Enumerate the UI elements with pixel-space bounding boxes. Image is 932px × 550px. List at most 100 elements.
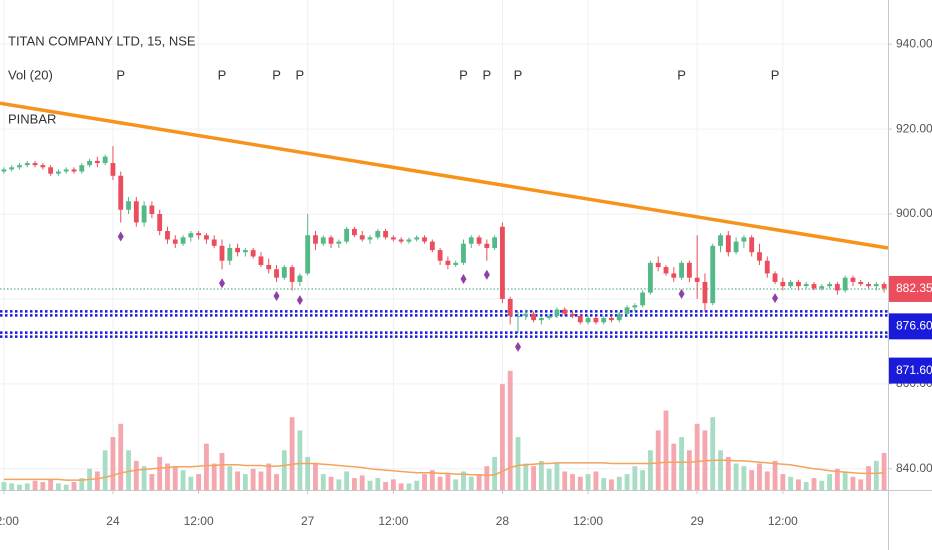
volume-bar <box>570 474 575 490</box>
candle-body <box>554 309 560 316</box>
volume-bar <box>141 466 147 490</box>
candle-body <box>515 315 521 317</box>
volume-legend: Vol (20) <box>8 67 53 82</box>
candle-body <box>562 309 568 314</box>
volume-bar <box>546 468 552 490</box>
volume-bar <box>624 474 630 490</box>
candle-body <box>531 313 536 321</box>
x-tick-label: 12:00 <box>573 514 603 528</box>
candle-body <box>671 273 677 278</box>
volume-bar <box>803 482 809 490</box>
candle-body <box>718 235 723 246</box>
volume-bar <box>344 471 350 490</box>
x-tick-label: 12:00 <box>378 514 408 528</box>
candle-body <box>585 318 591 323</box>
volume-bar <box>17 484 22 490</box>
volume-bar <box>827 474 832 490</box>
candle-body <box>414 237 420 240</box>
volume-bar <box>219 452 225 490</box>
volume-bar <box>352 478 357 490</box>
candle-body <box>204 235 209 240</box>
candle-body <box>858 281 864 285</box>
candle-body <box>827 284 832 287</box>
volume-bar <box>336 479 342 490</box>
volume-bar <box>102 450 108 490</box>
candle-body <box>694 277 700 282</box>
candle-body <box>211 239 217 246</box>
volume-bar <box>196 474 202 490</box>
volume-bar <box>834 468 840 490</box>
candle-body <box>780 281 786 287</box>
y-tick-label: 920.00 <box>896 121 932 135</box>
chart-title: TITAN COMPANY LTD, 15, NSE <box>8 33 196 48</box>
volume-bar <box>842 471 848 490</box>
candle-body <box>834 284 840 291</box>
volume-bar <box>56 483 61 490</box>
candle-body <box>422 237 427 242</box>
price-box <box>889 275 932 302</box>
volume-bar <box>500 384 505 490</box>
candle-body <box>9 167 15 170</box>
candle-body <box>102 156 108 164</box>
candle-body <box>359 235 365 240</box>
volume-ma-line <box>3 459 885 481</box>
volume-bar <box>305 456 311 490</box>
volume-bar <box>94 471 100 490</box>
volume-bar <box>461 471 466 490</box>
volume-bar <box>671 443 677 490</box>
candle-body <box>110 163 116 176</box>
volume-bar <box>492 456 498 490</box>
volume-bar <box>819 480 825 490</box>
candle-body <box>593 318 599 323</box>
volume-bar <box>468 476 474 490</box>
pinbar-label: P <box>272 67 281 82</box>
candle-body <box>227 247 233 261</box>
pinbar-diamond <box>515 341 521 352</box>
candle-body <box>601 318 607 323</box>
candle-body <box>850 277 856 282</box>
x-tick-label: 24 <box>106 514 120 528</box>
candle-body <box>500 226 505 299</box>
candle-body <box>873 284 879 287</box>
candle-body <box>48 167 54 174</box>
candle-body <box>352 228 357 236</box>
candle-body <box>165 230 170 240</box>
candle-body <box>476 237 482 244</box>
x-tick-label: 12:00 <box>184 514 214 528</box>
candle-body <box>811 284 817 289</box>
volume-bar <box>741 466 747 490</box>
candle-body <box>258 256 264 265</box>
candle-body <box>172 239 178 244</box>
candle-body <box>1 169 7 172</box>
candle-body <box>63 169 69 172</box>
volume-bar <box>274 474 279 490</box>
volume-bar <box>422 474 427 490</box>
volume-bar <box>881 452 887 490</box>
volume-bar <box>313 463 318 490</box>
volume-bar <box>593 471 599 490</box>
volume-bar <box>48 479 54 490</box>
candle-body <box>24 163 30 166</box>
volume-bar <box>757 463 762 490</box>
candle-body <box>866 284 871 287</box>
candle-body <box>406 239 412 242</box>
volume-bar <box>749 470 755 490</box>
candle-body <box>289 267 295 282</box>
candle-body <box>313 235 318 244</box>
candle-body <box>274 269 279 278</box>
volume-bar <box>679 437 684 490</box>
volume-bar <box>149 474 155 490</box>
pinbar-label: P <box>459 67 468 82</box>
volume-bar <box>710 417 716 490</box>
pinbar-diamond <box>483 269 490 280</box>
candle-body <box>328 237 334 244</box>
volume-bar <box>562 471 568 490</box>
volume-bar <box>523 463 529 490</box>
volume-bar <box>764 471 770 490</box>
candle-body <box>453 262 459 265</box>
candle-body <box>320 237 326 244</box>
volume-bar <box>157 456 163 490</box>
volume-bar <box>772 460 778 490</box>
candle-body <box>570 313 575 316</box>
candle-body <box>56 171 61 174</box>
